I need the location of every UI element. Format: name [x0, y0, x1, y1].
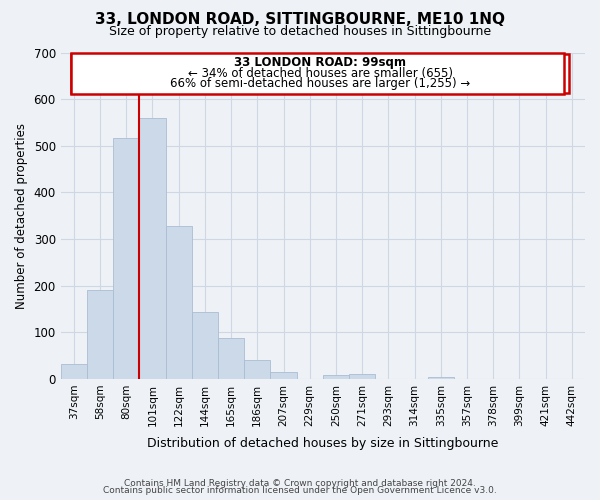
FancyBboxPatch shape: [71, 54, 569, 94]
Bar: [166, 226, 192, 379]
Bar: [323, 375, 349, 379]
Y-axis label: Number of detached properties: Number of detached properties: [15, 122, 28, 308]
Text: Size of property relative to detached houses in Sittingbourne: Size of property relative to detached ho…: [109, 25, 491, 38]
X-axis label: Distribution of detached houses by size in Sittingbourne: Distribution of detached houses by size …: [147, 437, 499, 450]
Bar: [428, 377, 454, 379]
Text: Contains public sector information licensed under the Open Government Licence v3: Contains public sector information licen…: [103, 486, 497, 495]
Bar: [192, 312, 218, 379]
Bar: [349, 374, 375, 379]
Text: 66% of semi-detached houses are larger (1,255) →: 66% of semi-detached houses are larger (…: [170, 78, 470, 90]
Bar: [113, 138, 139, 379]
Bar: [87, 290, 113, 379]
Bar: [271, 372, 296, 379]
Bar: [244, 360, 271, 379]
Bar: [218, 338, 244, 379]
Bar: [61, 364, 87, 379]
Text: ← 34% of detached houses are smaller (655): ← 34% of detached houses are smaller (65…: [188, 67, 453, 80]
Text: 33 LONDON ROAD: 99sqm: 33 LONDON ROAD: 99sqm: [234, 56, 406, 70]
Bar: [139, 118, 166, 379]
Text: Contains HM Land Registry data © Crown copyright and database right 2024.: Contains HM Land Registry data © Crown c…: [124, 478, 476, 488]
FancyBboxPatch shape: [71, 54, 564, 94]
Text: 33, LONDON ROAD, SITTINGBOURNE, ME10 1NQ: 33, LONDON ROAD, SITTINGBOURNE, ME10 1NQ: [95, 12, 505, 28]
